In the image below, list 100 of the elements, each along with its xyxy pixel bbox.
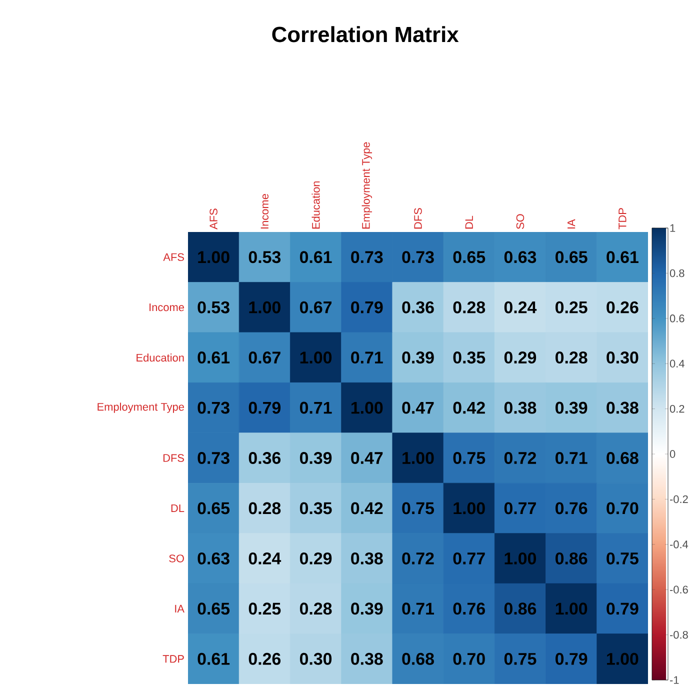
data-label: 1.00 <box>351 402 383 414</box>
x-tick-label: DL <box>465 216 473 229</box>
y-tick-label: Employment Type <box>98 402 184 413</box>
data-label: 0.71 <box>402 602 434 615</box>
data-label: 0.76 <box>556 502 588 514</box>
data-label: 0.47 <box>351 452 383 464</box>
chart-title: Correlation Matrix <box>272 26 459 42</box>
data-label: 0.38 <box>606 402 638 414</box>
data-label: 0.42 <box>453 402 485 414</box>
data-label: 0.68 <box>606 452 638 464</box>
y-tick-label: AFS <box>163 253 184 261</box>
y-tick-label: Education <box>136 354 184 362</box>
data-label: 0.39 <box>351 602 383 615</box>
data-label: 0.73 <box>198 402 230 414</box>
data-label: 0.28 <box>556 352 588 364</box>
color-bar-label: 0.2 <box>670 404 684 413</box>
y-tick-label: IA <box>175 604 184 612</box>
data-label: 0.75 <box>402 502 434 514</box>
x-tick-label: SO <box>516 214 524 229</box>
data-label: 0.36 <box>402 301 434 314</box>
data-label: 0.68 <box>402 652 434 665</box>
data-label: 0.29 <box>504 352 536 364</box>
data-label: 0.28 <box>453 301 486 314</box>
data-label: 0.71 <box>556 452 588 464</box>
x-tick-label: TDP <box>618 208 626 230</box>
data-label: 0.70 <box>606 502 638 514</box>
color-bar-label: -0.4 <box>670 540 688 548</box>
data-label: 0.42 <box>351 502 383 514</box>
data-label: 0.35 <box>300 502 332 514</box>
data-label: 1.00 <box>607 652 638 665</box>
data-label: 1.00 <box>249 301 280 314</box>
data-label: 0.61 <box>198 352 230 364</box>
data-label: 0.72 <box>402 552 434 564</box>
color-bar-label: -0.2 <box>670 495 688 504</box>
data-label: 1.00 <box>402 452 434 464</box>
data-label: 1.00 <box>504 552 536 564</box>
x-tick-label: Education <box>312 181 320 229</box>
color-bar-label: -0.8 <box>670 630 688 639</box>
data-label: 0.39 <box>300 452 332 464</box>
data-label: 0.61 <box>606 251 638 264</box>
data-label: 1.00 <box>198 251 230 264</box>
data-label: 0.75 <box>453 452 486 464</box>
x-tick-label: Income <box>260 194 268 228</box>
data-label: 0.25 <box>248 602 281 615</box>
data-label: 0.30 <box>300 652 332 665</box>
x-tick-label: DFS <box>414 208 422 229</box>
data-label: 0.76 <box>453 602 485 615</box>
data-label: 0.47 <box>402 402 434 414</box>
data-label: 0.75 <box>504 652 536 665</box>
color-bar-label: -1 <box>670 676 679 684</box>
color-bar-label: 0.6 <box>670 314 684 322</box>
data-label: 0.71 <box>351 352 383 364</box>
x-tick-label: IA <box>568 219 576 228</box>
data-label: 0.38 <box>351 552 383 564</box>
data-label: 0.73 <box>402 251 434 264</box>
color-bar-label: -0.6 <box>670 586 688 594</box>
data-label: 0.73 <box>198 452 230 464</box>
data-label: 0.63 <box>504 251 536 264</box>
data-label: 0.26 <box>248 652 281 665</box>
data-label: 0.61 <box>300 251 332 264</box>
x-tick-label: Employment Type <box>362 142 372 229</box>
data-label: 0.79 <box>351 301 383 314</box>
data-label: 0.86 <box>556 552 588 564</box>
data-label: 0.26 <box>606 301 638 314</box>
data-label: 0.79 <box>606 602 638 615</box>
y-tick-label: DL <box>171 504 184 512</box>
data-label: 0.53 <box>198 301 230 314</box>
data-label: 0.65 <box>198 502 230 514</box>
data-label: 0.24 <box>504 301 537 314</box>
data-label: 0.63 <box>198 552 230 564</box>
data-label: 0.24 <box>248 552 282 564</box>
data-label: 0.72 <box>504 452 536 464</box>
color-bar-label: 1 <box>670 224 676 232</box>
x-tick-label: AFS <box>210 208 218 230</box>
data-label: 0.38 <box>351 652 383 665</box>
y-tick-label: DFS <box>163 454 184 462</box>
data-label: 0.79 <box>248 402 281 414</box>
data-label: 1.00 <box>300 352 332 364</box>
data-label: 0.28 <box>300 602 332 615</box>
data-label: 0.65 <box>198 602 230 615</box>
data-label: 0.28 <box>248 502 281 514</box>
data-label: 0.77 <box>504 502 536 514</box>
data-label: 0.36 <box>248 452 281 464</box>
color-bar-label: 0 <box>670 450 676 458</box>
data-label: 1.00 <box>454 502 485 514</box>
data-label: 0.71 <box>300 402 332 414</box>
y-tick-label: Income <box>150 304 184 312</box>
data-label: 0.75 <box>606 552 638 564</box>
data-label: 0.38 <box>504 402 536 414</box>
data-label: 0.73 <box>351 251 383 264</box>
data-label: 0.65 <box>556 251 588 264</box>
data-label: 0.61 <box>198 652 230 665</box>
data-label: 1.00 <box>556 602 588 615</box>
data-label: 0.29 <box>300 552 332 564</box>
data-label: 0.67 <box>248 352 280 364</box>
data-label: 0.53 <box>248 251 281 264</box>
color-bar-label: 0.4 <box>670 360 684 368</box>
data-label: 0.39 <box>556 402 588 414</box>
color-bar-label: 0.8 <box>670 269 684 278</box>
data-label: 0.25 <box>556 301 588 314</box>
